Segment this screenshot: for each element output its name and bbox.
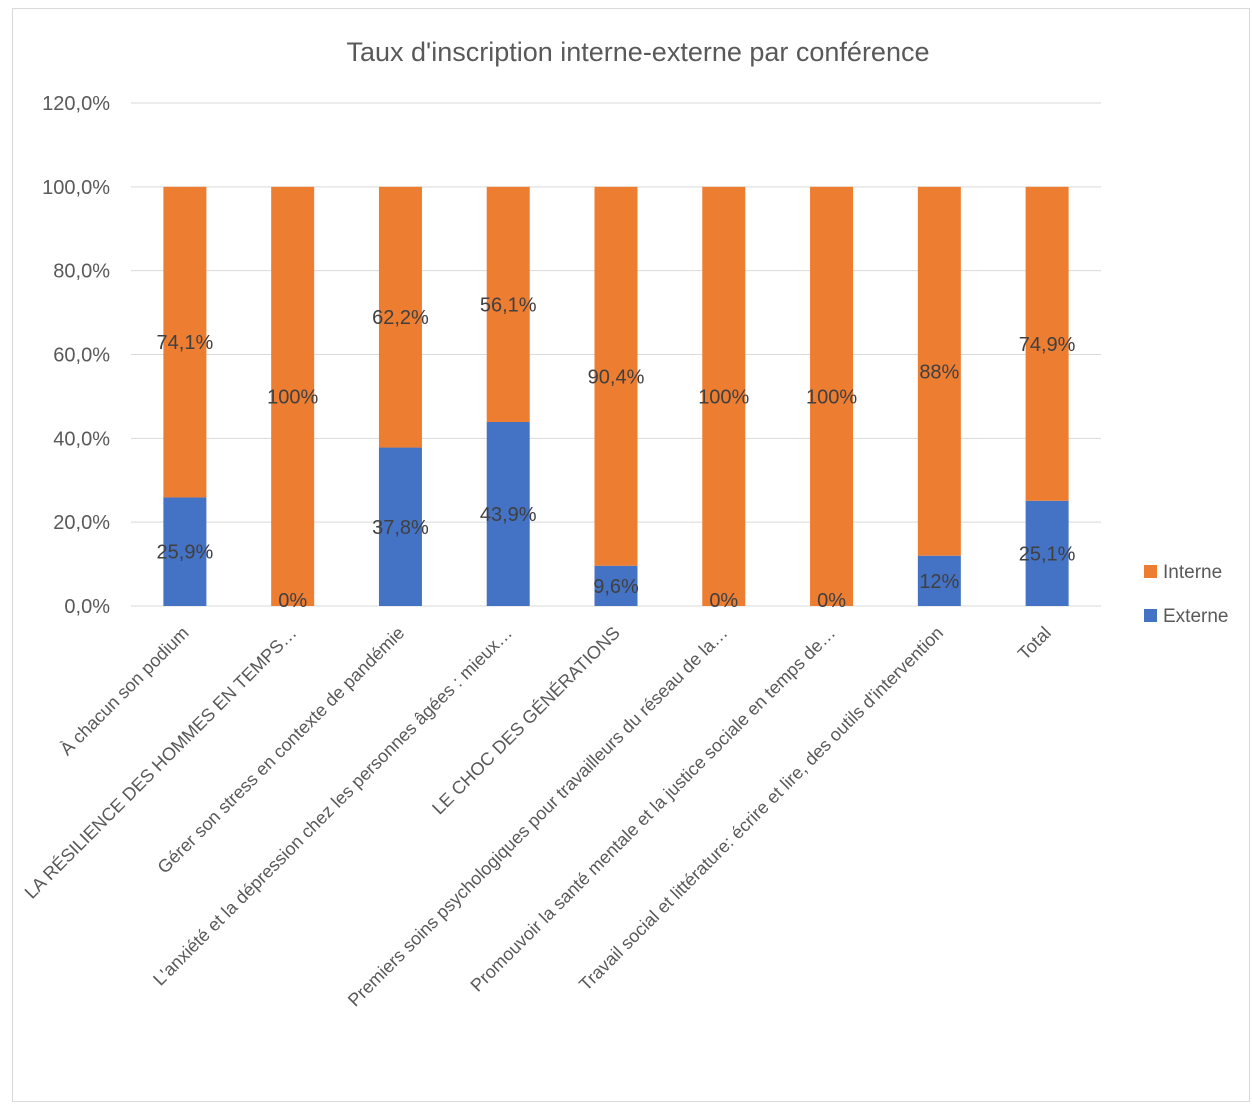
bar-externe: [163, 497, 207, 606]
stacked-bar-chart: Taux d'inscription interne-externe par c…: [21, 37, 1229, 1011]
y-tick-label: 0,0%: [64, 596, 110, 618]
data-label-interne: 74,9%: [1019, 334, 1076, 356]
category-label: Total: [1014, 623, 1055, 664]
bar-interne: [378, 186, 422, 448]
bar-interne: [810, 186, 854, 607]
legend: Interne Externe: [1144, 562, 1228, 627]
data-label-externe: 0%: [817, 590, 846, 612]
bar-externe: [486, 421, 530, 606]
data-label-interne: 74,1%: [157, 332, 214, 354]
data-label-externe: 0%: [709, 590, 738, 612]
category-label: Premiers soins psychologiques pour trava…: [344, 623, 732, 1011]
chart-frame: Taux d'inscription interne-externe par c…: [12, 8, 1250, 1102]
data-label-externe: 25,9%: [157, 542, 214, 564]
legend-label: Externe: [1163, 606, 1228, 627]
y-tick-label: 80,0%: [53, 261, 110, 283]
data-labels: 25,9% 74,1% 0% 100% 37,8% 62,2% 43,9% 56,1% 9,6%…: [157, 294, 1076, 612]
category-label: Travail social et littérature: écrire et…: [575, 623, 947, 995]
category-label: L'anxiété et la dépression chez les pers…: [149, 623, 516, 990]
category-label: Gérer son stress en contexte de pandémie: [154, 623, 409, 878]
data-label-interne: 62,2%: [372, 307, 429, 329]
data-label-interne: 100%: [267, 386, 318, 408]
legend-swatch: [1144, 565, 1157, 578]
legend-label: Interne: [1163, 562, 1222, 583]
bar-externe: [917, 555, 961, 606]
bar-interne: [163, 186, 207, 498]
bar-interne: [594, 186, 638, 566]
chart-title: Taux d'inscription interne-externe par c…: [347, 37, 930, 67]
bar-interne: [702, 186, 746, 607]
bars: [163, 186, 1069, 607]
y-tick-label: 100,0%: [42, 177, 110, 199]
data-label-interne: 100%: [806, 386, 857, 408]
data-label-externe: 43,9%: [480, 504, 537, 526]
data-label-interne: 90,4%: [588, 366, 645, 388]
bar-interne: [917, 186, 961, 556]
y-tick-label: 60,0%: [53, 345, 110, 367]
data-label-externe: 25,1%: [1019, 543, 1076, 565]
y-tick-label: 120,0%: [42, 93, 110, 115]
data-label-externe: 37,8%: [372, 517, 429, 539]
y-tick-label: 40,0%: [53, 428, 110, 450]
data-label-interne: 56,1%: [480, 294, 537, 316]
bar-interne: [1025, 186, 1069, 501]
data-label-externe: 12%: [919, 571, 959, 593]
y-axis-ticks: 0,0% 20,0% 40,0% 60,0% 80,0% 100,0% 120,0%: [42, 93, 110, 618]
legend-swatch: [1144, 609, 1157, 622]
bar-interne: [271, 186, 315, 607]
category-label: LE CHOC DES GÉNÉRATIONS: [428, 623, 624, 819]
data-label-interne: 100%: [698, 386, 749, 408]
y-tick-label: 20,0%: [53, 512, 110, 534]
data-label-interne: 88%: [919, 361, 959, 383]
category-label: Promouvoir la santé mentale et la justic…: [467, 623, 840, 996]
data-label-externe: 0%: [278, 590, 307, 612]
bar-externe: [1025, 500, 1069, 606]
bar-externe: [378, 447, 422, 606]
bar-externe: [594, 565, 638, 606]
bar-interne: [486, 186, 530, 422]
data-label-externe: 9,6%: [593, 576, 639, 598]
